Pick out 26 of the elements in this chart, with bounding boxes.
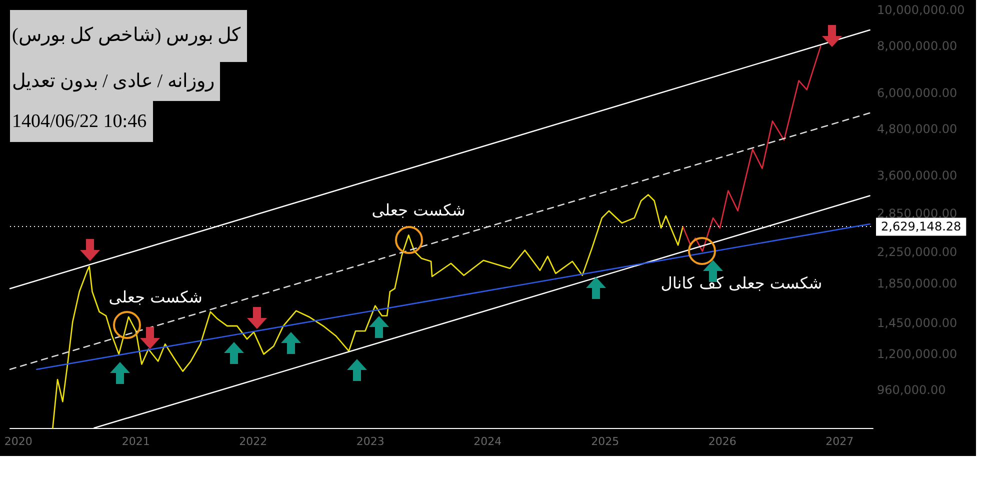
x-tick-label: 2027 (826, 435, 854, 448)
y-tick-label: 6,000,000.00 (877, 86, 958, 100)
x-tick-label: 2026 (708, 435, 736, 448)
y-tick-label: 1,200,000.00 (877, 346, 958, 361)
annotation: 1404/06/22 10:46 (10, 101, 153, 142)
y-tick-label: 8,000,000.00 (877, 39, 958, 54)
y-tick-label: 2,850,000.00 (877, 206, 958, 221)
text: روزانه / عادی / بدون تعدیل (10, 62, 220, 101)
x-tick-label: 2024 (474, 435, 502, 448)
y-tick-label: 1,450,000.00 (877, 316, 958, 330)
x-tick-label: 2021 (122, 435, 150, 448)
y-tick-label: 1,850,000.00 (877, 276, 958, 291)
annotation: شکست جعلی (108, 287, 202, 306)
y-tick-label: 10,000,000.00 (877, 3, 965, 17)
x-tick-label: 2025 (591, 435, 620, 448)
y-tick-label: 2,250,000.00 (877, 244, 958, 259)
annotation: شکست جعلی کف کانال (660, 274, 822, 293)
ref-line-label: 2,629,148.28 (881, 220, 962, 234)
x-tick-label: 2020 (4, 435, 32, 448)
x-tick-label: 2022 (239, 435, 268, 448)
annotation: شکست جعلی (372, 200, 466, 220)
y-tick-label: 3,600,000.00 (877, 168, 958, 183)
y-tick-label: 960,000.00 (877, 383, 946, 398)
text: کل بورس (شاخص کل بورس) (10, 10, 247, 62)
x-tick-label: 2023 (356, 435, 384, 448)
y-tick-label: 4,800,000.00 (877, 122, 958, 136)
